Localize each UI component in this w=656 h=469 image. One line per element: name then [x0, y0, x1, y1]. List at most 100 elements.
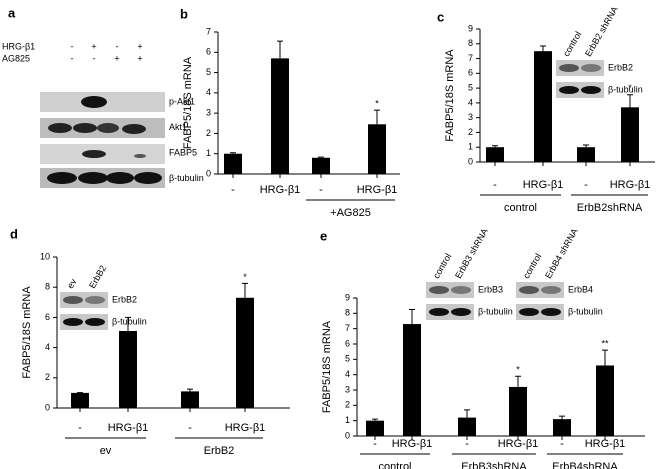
bar — [271, 58, 289, 174]
group-label: ev — [100, 445, 112, 457]
x-tick-label: HRG-β1 — [498, 438, 539, 450]
inset-band — [581, 64, 601, 72]
y-tick-label: 7 — [206, 26, 211, 36]
x-tick-label: - — [231, 184, 235, 196]
y-tick-label: 8 — [45, 282, 50, 292]
blot-row-label: Akt1 — [169, 122, 187, 132]
inset-column: ErbB4 shRNA — [543, 227, 580, 281]
inset-row: ErbB4 — [568, 284, 593, 294]
y-tick-label: 3 — [468, 112, 473, 122]
y-tick-label: 2 — [45, 372, 50, 382]
inset-band — [63, 318, 83, 326]
blot-bands — [40, 92, 165, 188]
x-tick-label: - — [465, 438, 469, 450]
inset-column: control — [431, 252, 453, 280]
condition-sign: - — [71, 53, 74, 63]
annotation: ** — [601, 339, 609, 349]
y-tick-label: 4 — [468, 97, 473, 107]
bar — [181, 391, 199, 408]
blot-row-label: p-Akt1 — [169, 96, 195, 106]
panel-label: e — [320, 228, 327, 243]
bar — [71, 392, 89, 408]
bar — [486, 147, 504, 162]
y-tick-label: 9 — [468, 23, 473, 33]
x-tick-label: - — [78, 422, 82, 434]
error-bar — [627, 94, 633, 108]
x-tick-label: - — [188, 422, 192, 434]
inset-blot — [426, 304, 474, 320]
inset-blot — [426, 282, 474, 298]
bar — [236, 297, 254, 408]
inset-blot — [60, 292, 108, 308]
y-tick-label: 6 — [468, 68, 473, 78]
inset-column: ErbB3 shRNA — [453, 227, 490, 281]
condition-sign: - — [93, 53, 96, 63]
error-bar — [409, 309, 415, 325]
y-tick-label: 5 — [206, 67, 211, 77]
blot-row-label: β-tubulin — [169, 173, 204, 183]
condition-label: AG825 — [2, 53, 30, 63]
y-axis-label: FABP5/18S mRNA — [21, 286, 33, 379]
condition-sign: - — [116, 41, 119, 51]
y-tick-label: 7 — [345, 323, 350, 333]
error-bar — [540, 45, 546, 52]
inset-blot — [516, 282, 564, 298]
y-tick-label: 1 — [206, 148, 211, 158]
y-tick-label: 3 — [206, 108, 211, 118]
inset-row: ErbB2 — [112, 294, 137, 304]
inset-column: control — [521, 252, 543, 280]
y-tick-label: 2 — [468, 127, 473, 137]
error-bar — [464, 409, 470, 418]
y-tick-label: 2 — [345, 400, 350, 410]
bar — [403, 324, 421, 436]
panel-label: b — [180, 6, 188, 21]
inset-column: control — [561, 30, 583, 58]
error-bar — [277, 40, 283, 59]
error-bar — [125, 316, 131, 331]
y-tick-label: 2 — [206, 128, 211, 138]
y-tick-label: 4 — [345, 369, 350, 379]
bar — [366, 420, 384, 436]
inset-column: ErbB2 shRNA — [583, 5, 620, 59]
error-bar — [374, 109, 380, 125]
group-label: ErbB4shRNA — [552, 461, 618, 469]
y-tick-label: 8 — [468, 38, 473, 48]
bar — [224, 153, 242, 174]
x-tick-label: HRG-β1 — [260, 184, 301, 196]
inset-band — [581, 86, 601, 94]
y-tick-label: 5 — [345, 354, 350, 364]
inset-band — [85, 296, 105, 304]
x-tick-label: HRG-β1 — [523, 179, 564, 191]
y-axis-label: FABP5/18S mRNA — [182, 56, 194, 149]
x-tick-label: HRG-β1 — [225, 422, 266, 434]
y-tick-label: 7 — [468, 53, 473, 63]
error-bar — [318, 156, 324, 158]
condition-label: HRG-β1 — [2, 41, 35, 51]
inset-column: ev — [65, 277, 79, 291]
inset-band — [559, 64, 579, 72]
inset-band — [63, 296, 83, 304]
error-bar — [602, 349, 608, 366]
error-bar — [492, 145, 498, 148]
bar — [119, 330, 137, 408]
condition-sign: + — [137, 53, 142, 63]
inset-blot — [556, 82, 604, 98]
group-label: ErbB3shRNA — [461, 461, 527, 469]
annotation: * — [516, 365, 520, 375]
inset-column: ErbB2 — [87, 264, 108, 291]
group-label: control — [378, 461, 411, 469]
group-label: ErbB2 — [204, 445, 235, 457]
x-tick-label: - — [493, 179, 497, 191]
annotation: * — [243, 272, 247, 282]
panel-label: a — [8, 5, 16, 20]
x-tick-label: - — [560, 438, 564, 450]
x-tick-label: - — [584, 179, 588, 191]
x-tick-label: HRG-β1 — [392, 438, 433, 450]
y-tick-label: 9 — [345, 292, 350, 302]
bar — [509, 386, 527, 436]
bar — [553, 419, 571, 436]
error-bar — [515, 375, 521, 387]
condition-sign: + — [137, 41, 142, 51]
inset-band — [85, 318, 105, 326]
y-tick-label: 6 — [45, 312, 50, 322]
